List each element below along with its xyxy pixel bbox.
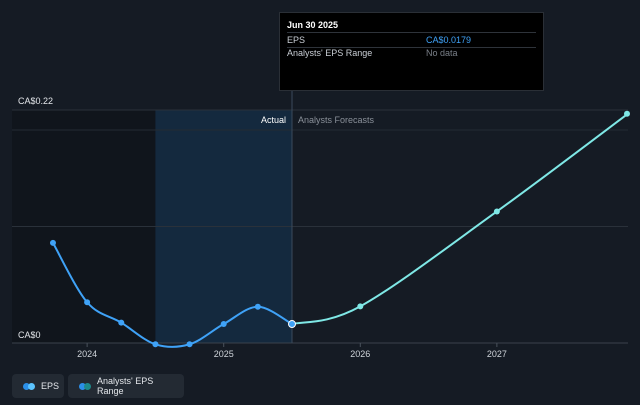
eps-point[interactable] — [254, 303, 261, 310]
x-tick-label: 2024 — [77, 349, 97, 359]
actual-label: Actual — [261, 115, 286, 125]
legend-eps[interactable]: EPS — [12, 374, 64, 398]
x-axis: 2024 2025 2026 2027 — [77, 343, 507, 359]
tooltip-date: Jun 30 2025 — [287, 20, 339, 30]
y-tick-label: CA$0.22 — [18, 96, 53, 106]
forecast-label: Analysts Forecasts — [298, 115, 375, 125]
eps-legend-icon — [23, 382, 35, 390]
y-tick-label: CA$0 — [18, 330, 41, 340]
legend-analysts-range[interactable]: Analysts' EPS Range — [68, 374, 184, 398]
range-legend-icon — [79, 382, 91, 390]
legend-range-label: Analysts' EPS Range — [97, 376, 154, 396]
eps-point[interactable] — [220, 321, 227, 328]
tooltip-eps-label: EPS — [287, 35, 306, 45]
legend-eps-label: EPS — [41, 381, 60, 391]
forecast-point[interactable] — [624, 110, 630, 117]
gridlines — [12, 109, 628, 344]
eps-point[interactable] — [186, 341, 193, 348]
forecast-line — [291, 112, 629, 326]
x-tick-label: 2026 — [350, 349, 370, 359]
series-layer — [49, 110, 630, 348]
x-tick-label: 2027 — [487, 349, 507, 359]
tooltip-range-label: Analysts' EPS Range — [287, 48, 373, 58]
tooltip-row-eps: EPS CA$0.0179 — [287, 32, 536, 48]
eps-point[interactable] — [152, 341, 159, 348]
tooltip: Jun 30 2025 EPS CA$0.0179 Analysts' EPS … — [279, 12, 544, 91]
y-axis: CA$0.22 CA$0 — [18, 96, 53, 340]
x-tick-label: 2025 — [214, 349, 234, 359]
eps-point[interactable] — [288, 320, 296, 329]
tooltip-row-range: Analysts' EPS Range No data — [287, 46, 536, 60]
eps-point[interactable] — [118, 319, 125, 326]
tooltip-eps-value: CA$0.0179 — [426, 35, 472, 45]
forecast-point[interactable] — [357, 303, 364, 310]
tooltip-range-value: No data — [426, 48, 458, 58]
eps-point[interactable] — [84, 299, 91, 306]
eps-point[interactable] — [49, 239, 56, 246]
forecast-point[interactable] — [493, 208, 500, 215]
